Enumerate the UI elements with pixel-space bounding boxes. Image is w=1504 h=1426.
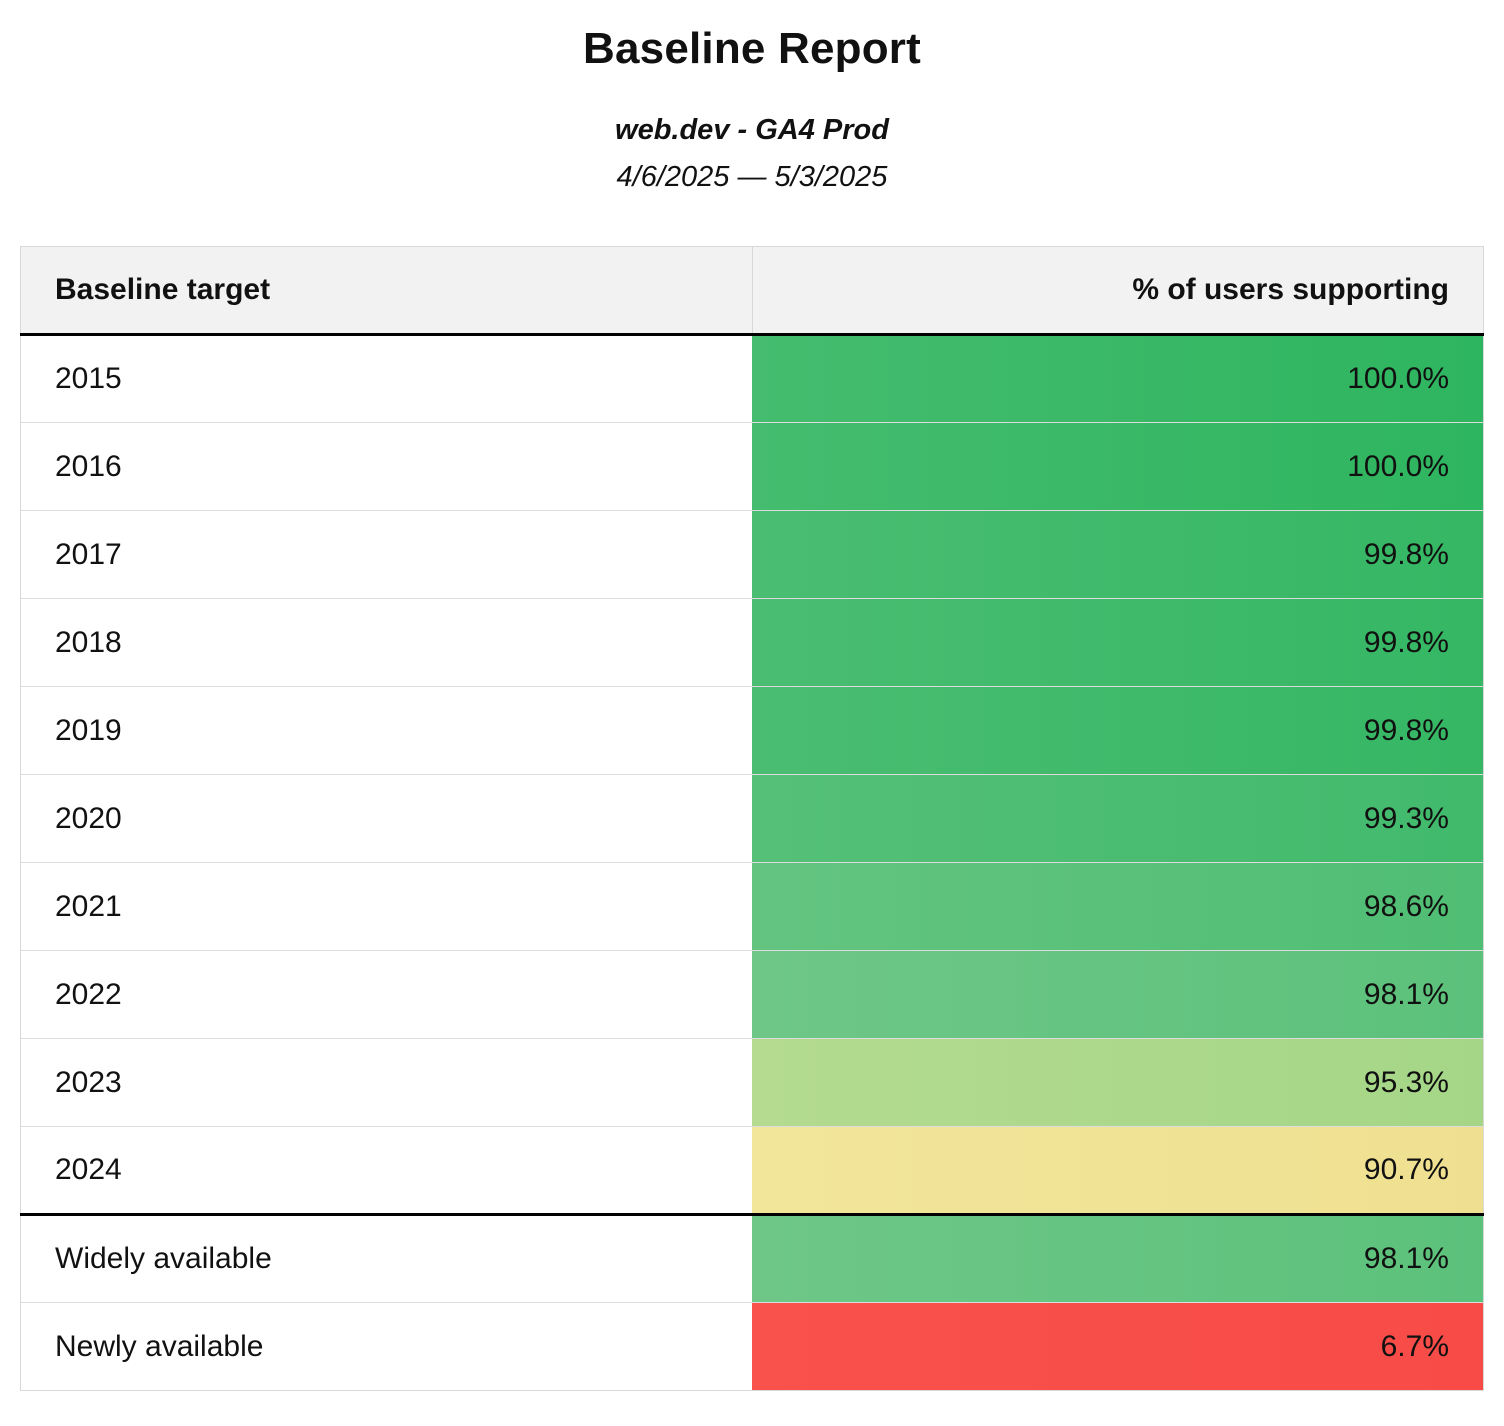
- column-header-baseline-target: Baseline target: [20, 246, 753, 335]
- table-header-row: Baseline target % of users supporting: [20, 246, 1484, 335]
- table-row: 2019 99.8%: [20, 686, 1484, 775]
- row-value-cell: 100.0%: [752, 422, 1484, 511]
- table-row-widely-available: Widely available 98.1%: [20, 1214, 1484, 1303]
- table-row: 2021 98.6%: [20, 862, 1484, 951]
- row-label: Newly available: [20, 1302, 752, 1391]
- table-row: 2023 95.3%: [20, 1038, 1484, 1127]
- row-value-cell: 6.7%: [752, 1302, 1484, 1391]
- page-title: Baseline Report: [583, 24, 921, 73]
- property-name: web.dev - GA4 Prod: [615, 114, 889, 146]
- row-label: 2018: [20, 598, 752, 687]
- table-row-newly-available: Newly available 6.7%: [20, 1302, 1484, 1391]
- row-value-cell: 98.1%: [752, 950, 1484, 1039]
- date-range: 4/6/2025 — 5/3/2025: [616, 161, 888, 193]
- row-value-cell: 99.8%: [752, 510, 1484, 599]
- row-value-cell: 100.0%: [752, 334, 1484, 423]
- row-label: 2022: [20, 950, 752, 1039]
- table-row: 2016 100.0%: [20, 422, 1484, 511]
- row-value-cell: 98.6%: [752, 862, 1484, 951]
- row-value-cell: 99.8%: [752, 686, 1484, 775]
- row-value-cell: 90.7%: [752, 1126, 1484, 1215]
- row-label: 2023: [20, 1038, 752, 1127]
- row-label: 2019: [20, 686, 752, 775]
- row-value-cell: 99.3%: [752, 774, 1484, 863]
- table-row: 2020 99.3%: [20, 774, 1484, 863]
- table-row: 2017 99.8%: [20, 510, 1484, 599]
- row-value-cell: 95.3%: [752, 1038, 1484, 1127]
- column-header-users-supporting: % of users supporting: [752, 246, 1484, 335]
- row-label: 2015: [20, 334, 752, 423]
- table-row: 2018 99.8%: [20, 598, 1484, 687]
- baseline-table: Baseline target % of users supporting 20…: [20, 246, 1484, 1391]
- table-row: 2015 100.0%: [20, 334, 1484, 423]
- row-label: 2024: [20, 1126, 752, 1215]
- table-row: 2022 98.1%: [20, 950, 1484, 1039]
- row-label: 2020: [20, 774, 752, 863]
- row-value-cell: 98.1%: [752, 1214, 1484, 1303]
- row-label: 2016: [20, 422, 752, 511]
- row-label: 2017: [20, 510, 752, 599]
- row-label: 2021: [20, 862, 752, 951]
- table-row: 2024 90.7%: [20, 1126, 1484, 1215]
- row-label: Widely available: [20, 1214, 752, 1303]
- row-value-cell: 99.8%: [752, 598, 1484, 687]
